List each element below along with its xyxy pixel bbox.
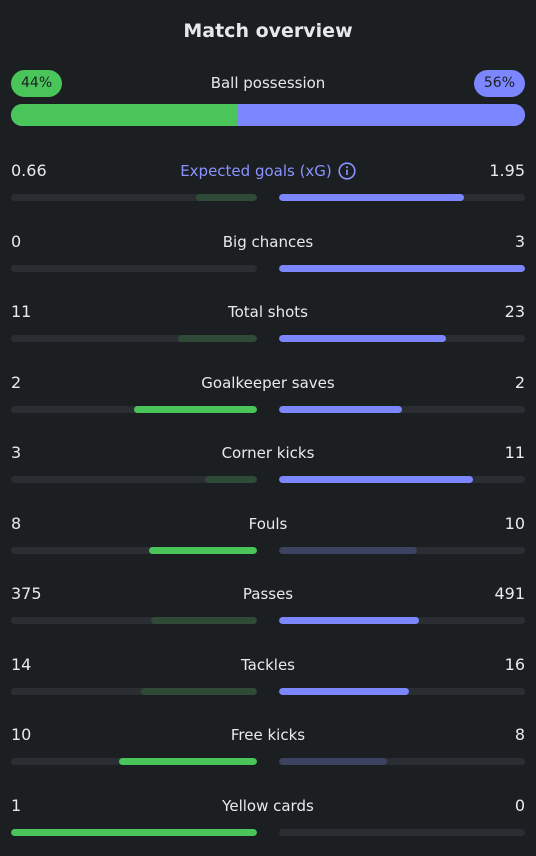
home-value: 3 — [11, 443, 22, 462]
stat-label-text: Fouls — [248, 514, 288, 533]
home-stat-fill — [151, 617, 257, 624]
away-value: 23 — [504, 302, 525, 321]
stat-label: Goalkeeper saves — [11, 372, 525, 394]
info-icon[interactable] — [338, 162, 356, 180]
home-stat-fill — [119, 758, 257, 765]
stat-label-text: Passes — [242, 585, 294, 603]
away-value: 1.95 — [489, 161, 525, 180]
home-stat-fill — [195, 194, 257, 201]
stat-row-passes: 375 Passes 491 — [11, 583, 525, 627]
away-stat-bar — [279, 828, 525, 836]
home-stat-bar — [11, 405, 257, 413]
away-value: 10 — [504, 513, 525, 533]
stat-label: Yellow cards — [11, 795, 525, 817]
stat-row-total-shots: 11 Total shots 23 — [11, 301, 525, 345]
stat-row-fouls: 8 Fouls 10 — [11, 513, 525, 557]
home-value: 0.66 — [11, 161, 47, 180]
home-stat-bar — [11, 828, 257, 836]
away-stat-bar — [279, 405, 525, 413]
stat-label-text: Tackles — [240, 655, 296, 674]
away-stat-fill — [279, 476, 474, 483]
page-title: Match overview — [183, 20, 353, 42]
away-stat-bar — [279, 546, 525, 554]
stat-label: Passes — [11, 583, 525, 605]
stat-row-expected-goals-xg: 0.66 Expected goals (xG) 1.95 — [11, 160, 525, 204]
home-stat-fill — [11, 828, 257, 836]
stat-label: Corner kicks — [11, 442, 525, 464]
home-stat-bar — [11, 335, 257, 342]
away-value: 16 — [504, 654, 525, 674]
away-stat-fill — [279, 687, 410, 695]
away-value: 2 — [514, 372, 525, 392]
stat-label: Fouls — [11, 513, 525, 535]
away-stat-bar — [279, 335, 525, 342]
stat-label-text: Free kicks — [230, 726, 306, 744]
home-stat-bar — [11, 194, 257, 201]
home-stat-bar — [11, 546, 257, 554]
away-stat-bar — [279, 617, 525, 624]
stat-label: Free kicks — [11, 724, 525, 746]
home-value: 375 — [11, 584, 42, 603]
home-stat-bar — [11, 264, 257, 272]
away-value: 11 — [504, 443, 525, 462]
stat-label-text: Expected goals (xG) — [180, 162, 332, 180]
stat-label[interactable]: Expected goals (xG) — [11, 160, 525, 182]
home-value: 14 — [11, 654, 32, 674]
stat-label-text: Corner kicks — [221, 444, 315, 462]
home-stat-fill — [178, 335, 257, 342]
home-stat-bar — [11, 476, 257, 483]
away-stat-bar — [279, 687, 525, 695]
home-stat-fill — [134, 405, 257, 413]
home-stat-fill — [141, 687, 257, 695]
away-stat-bar — [279, 264, 525, 272]
possession-label: Ball possession — [210, 74, 326, 92]
home-value: 1 — [11, 795, 22, 815]
away-stat-fill — [279, 546, 417, 554]
home-stat-fill — [205, 476, 257, 483]
stat-row-yellow-cards: 1 Yellow cards 0 — [11, 795, 525, 839]
away-possession-badge: 56% — [473, 70, 525, 97]
stat-label: Tackles — [11, 654, 525, 676]
home-value: 2 — [11, 372, 22, 392]
stat-row-free-kicks: 10 Free kicks 8 — [11, 724, 525, 768]
home-value: 11 — [11, 302, 32, 321]
away-stat-bar — [279, 476, 525, 483]
home-value: 0 — [11, 231, 22, 251]
away-stat-fill — [279, 758, 388, 765]
away-stat-bar — [279, 758, 525, 765]
home-stat-fill — [148, 546, 257, 554]
away-value: 0 — [514, 795, 525, 815]
away-stat-fill — [279, 335, 447, 342]
home-possession-fill — [11, 104, 238, 126]
home-stat-bar — [11, 758, 257, 765]
away-value: 8 — [514, 725, 525, 744]
home-stat-bar — [11, 687, 257, 695]
away-stat-fill — [279, 405, 402, 413]
away-value: 3 — [514, 231, 525, 251]
away-value: 491 — [494, 584, 525, 603]
stat-label-text: Yellow cards — [222, 796, 314, 815]
stat-row-big-chances: 0 Big chances 3 — [11, 231, 525, 275]
away-possession-fill — [237, 104, 525, 126]
stat-label-text: Goalkeeper saves — [201, 373, 335, 392]
stat-label: Total shots — [11, 301, 525, 323]
stat-row-tackles: 14 Tackles 16 — [11, 654, 525, 698]
home-stat-bar — [11, 617, 257, 624]
home-value: 8 — [11, 513, 22, 533]
home-possession-badge: 44% — [11, 70, 63, 97]
stat-row-corner-kicks: 3 Corner kicks 11 — [11, 442, 525, 486]
possession-row: 44% Ball possession 56% — [11, 70, 525, 97]
away-stat-fill — [279, 264, 525, 272]
stat-label: Big chances — [11, 231, 525, 253]
home-value: 10 — [11, 725, 32, 744]
away-stat-fill — [279, 194, 464, 201]
possession-bar — [11, 104, 525, 126]
stat-label-text: Big chances — [222, 232, 314, 251]
away-stat-fill — [279, 617, 420, 624]
away-stat-bar — [279, 194, 525, 201]
stat-row-goalkeeper-saves: 2 Goalkeeper saves 2 — [11, 372, 525, 416]
stat-label-text: Total shots — [228, 303, 308, 321]
